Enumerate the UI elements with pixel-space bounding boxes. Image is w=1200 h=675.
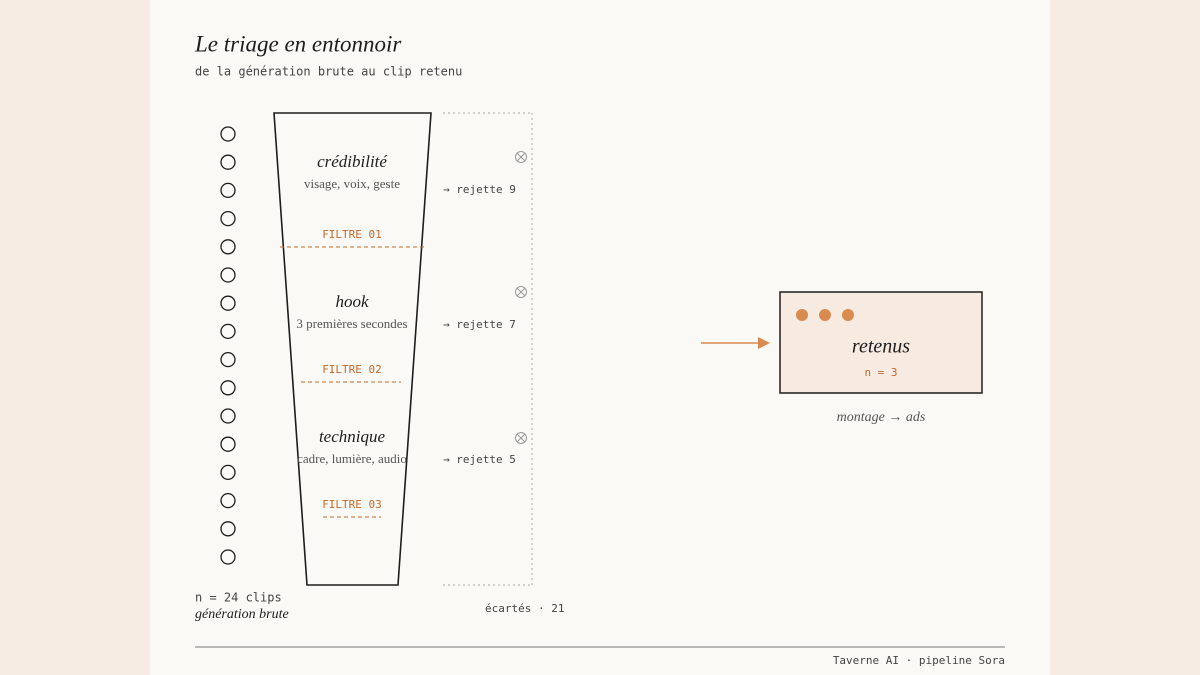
reject-label: → rejette 5 <box>443 453 516 466</box>
filter-label: FILTRE 02 <box>322 363 382 376</box>
clip-circle <box>220 295 236 311</box>
clip-circle <box>220 351 236 368</box>
clip-circle <box>220 492 236 509</box>
stage-subtitle: visage, voix, geste <box>304 176 400 191</box>
output-next: montage → ads <box>837 410 926 425</box>
clip-circle <box>220 267 236 283</box>
clip-circle <box>220 408 236 424</box>
input-count: n = 24 clips <box>195 591 282 605</box>
clip-circle <box>220 182 236 199</box>
output-title: retenus <box>852 336 910 358</box>
clip-circle <box>220 521 236 537</box>
clip-circle <box>220 549 236 565</box>
clip-circle <box>220 464 236 481</box>
reject-label: → rejette 7 <box>443 318 516 331</box>
stages: crédibilité visage, voix, geste FILTRE 0… <box>280 152 424 518</box>
discard-bin <box>443 112 533 586</box>
clip-circle <box>220 380 236 396</box>
title: Le triage en entonnoir <box>194 31 402 56</box>
discard-icons <box>515 151 527 444</box>
stage-subtitle: 3 premières secondes <box>296 316 407 331</box>
output-box <box>779 291 983 394</box>
stage-title: crédibilité <box>317 152 388 171</box>
reject-label: → rejette 9 <box>443 183 516 196</box>
clip-circle <box>220 210 236 227</box>
subtitle: de la génération brute au clip retenu <box>195 65 462 79</box>
stage-title: hook <box>335 292 369 311</box>
stage-subtitle: cadre, lumière, audio <box>297 451 407 466</box>
stage-title: technique <box>319 427 386 446</box>
output-count: n = 3 <box>864 366 897 379</box>
clip-circle <box>220 239 236 255</box>
arrow-head <box>758 337 770 349</box>
clip-circle <box>220 323 236 340</box>
clip-circle <box>220 154 236 170</box>
clip-circle <box>220 126 236 142</box>
clip-circle <box>220 436 236 452</box>
filter-label: FILTRE 03 <box>322 498 382 511</box>
footer: Taverne AI · pipeline Sora <box>833 654 1005 667</box>
clip-circles <box>220 126 236 565</box>
input-label: génération brute <box>195 607 289 622</box>
filter-label: FILTRE 01 <box>322 228 382 241</box>
funnel <box>273 112 432 586</box>
discarded-total: écartés · 21 <box>485 602 564 615</box>
output-dots <box>796 309 854 321</box>
rejects: → rejette 9 → rejette 7 → rejette 5 <box>443 183 516 466</box>
